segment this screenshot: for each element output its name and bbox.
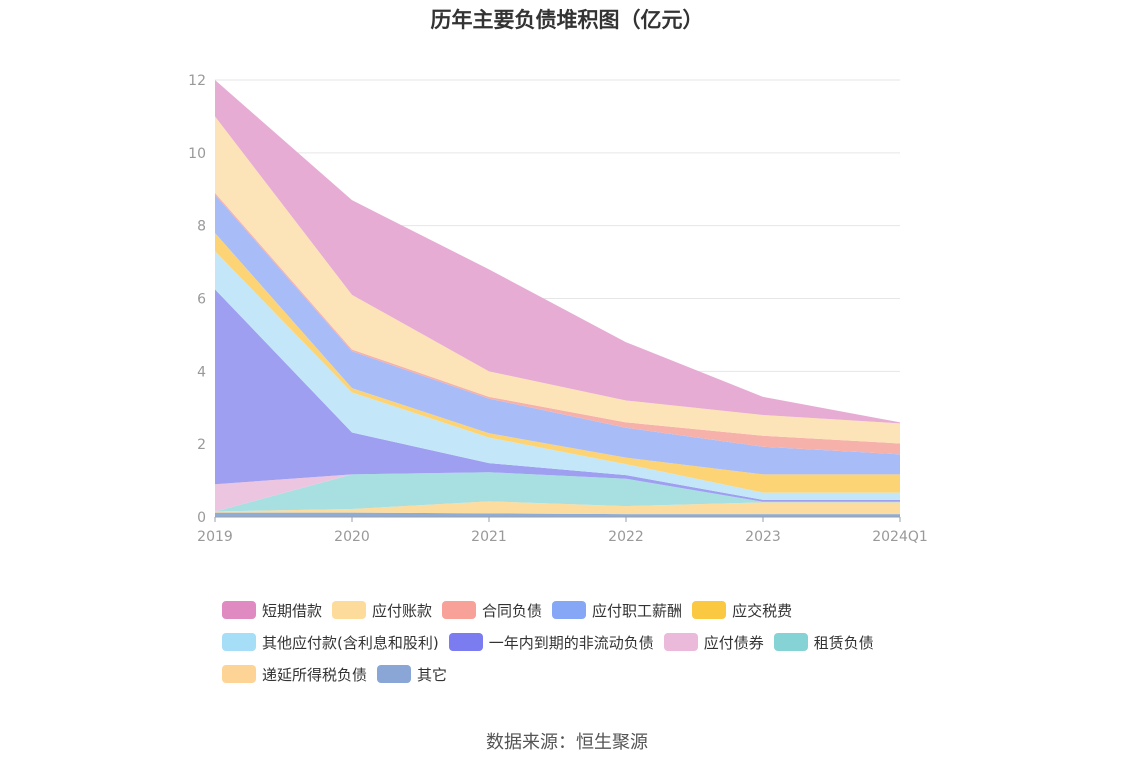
x-tick-label: 2022 — [608, 529, 644, 545]
legend-label: 应付职工薪酬 — [592, 601, 683, 620]
legend-swatch — [773, 633, 808, 651]
x-tick-label: 2019 — [197, 529, 233, 545]
y-tick-label: 2 — [197, 437, 206, 453]
legend-label: 递延所得税负债 — [262, 665, 368, 684]
data-source-note: 数据来源：恒生聚源 — [486, 732, 648, 753]
y-tick-label: 12 — [188, 73, 206, 89]
legend-label: 短期借款 — [262, 601, 323, 620]
legend-item[interactable]: 其他应付款(含利息和股利) — [222, 632, 439, 652]
legend-item[interactable]: 短期借款 — [222, 600, 322, 620]
legend-swatch — [222, 633, 256, 651]
axes: 0 2 4 6 8 10 12 2019 2020 2021 2022 2023 2024Q1 — [188, 73, 928, 545]
area-series-5[interactable] — [215, 251, 900, 500]
y-tick-label: 4 — [197, 364, 206, 380]
legend-item[interactable]: 应付债券 — [663, 632, 764, 652]
area-series-7[interactable] — [215, 194, 900, 475]
legend-label: 应付账款 — [372, 601, 433, 620]
legend-item[interactable]: 一年内到期的非流动负债 — [448, 632, 654, 652]
legend-item[interactable]: 递延所得税负债 — [222, 664, 367, 684]
x-tick-label: 2024Q1 — [872, 529, 928, 545]
y-tick-label: 0 — [197, 510, 206, 526]
x-tick-label: 2023 — [745, 529, 781, 545]
legend-swatch — [663, 633, 698, 651]
legend-item[interactable]: 应付账款 — [332, 600, 432, 620]
legend-label: 其他应付款(含利息和股利) — [262, 633, 439, 652]
x-tick-label: 2020 — [334, 529, 370, 545]
x-tick-label: 2021 — [471, 529, 507, 545]
area-series-1[interactable] — [215, 501, 900, 515]
legend-label: 一年内到期的非流动负债 — [488, 633, 654, 652]
legend-item[interactable]: 应付职工薪酬 — [552, 600, 682, 620]
area-series-group — [215, 80, 900, 517]
area-series-4[interactable] — [215, 289, 900, 502]
legend-label: 租赁负债 — [813, 633, 874, 652]
y-tick-label: 10 — [188, 146, 206, 162]
stacked-area-chart: 0 2 4 6 8 10 12 2019 2020 2021 2022 2023 2024Q1 — [188, 73, 928, 545]
legend-swatch — [222, 665, 256, 683]
legend-item[interactable]: 应交税费 — [692, 600, 792, 620]
legend-swatch — [222, 601, 256, 619]
legend-label: 合同负债 — [482, 601, 543, 620]
legend-swatch — [332, 601, 367, 619]
area-series-2[interactable] — [215, 472, 900, 512]
legend-label: 其它 — [417, 665, 448, 684]
legend-label: 应交税费 — [732, 601, 793, 620]
legend-swatch — [442, 601, 477, 619]
legend-swatch — [692, 601, 727, 619]
legend-item[interactable]: 其它 — [377, 664, 447, 684]
area-series-10[interactable] — [215, 80, 900, 424]
legend-label: 应付债券 — [703, 633, 764, 652]
legend-item[interactable]: 合同负债 — [442, 600, 542, 620]
area-series-0[interactable] — [215, 512, 900, 517]
y-tick-label: 8 — [197, 219, 206, 235]
legend: 短期借款 应付账款 合同负债 应付职工薪酬 应交税费其他应付款(含利息和股利) 一年内到期… — [222, 600, 982, 696]
legend-swatch — [552, 601, 587, 619]
y-tick-label: 6 — [197, 292, 206, 308]
legend-item[interactable]: 租赁负债 — [773, 632, 874, 652]
legend-swatch — [377, 665, 412, 683]
legend-swatch — [448, 633, 483, 651]
chart-title: 历年主要负债堆积图（亿元） — [430, 8, 704, 32]
